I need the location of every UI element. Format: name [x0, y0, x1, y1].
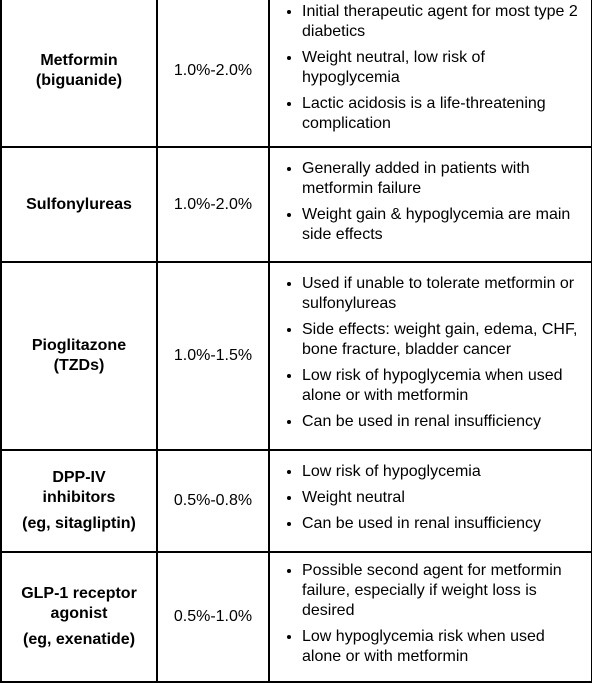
list-item: Generally added in patients with metform… [302, 159, 583, 199]
notes-list: Used if unable to tolerate metformin or … [270, 274, 591, 432]
notes-list: Initial therapeutic agent for most type … [270, 2, 591, 134]
drug-name-line: Sulfonylureas [26, 195, 132, 213]
notes-cell: Possible second agent for metformin fail… [268, 551, 592, 683]
drug-name-line: (biguanide) [35, 72, 123, 89]
list-item: Initial therapeutic agent for most type … [302, 2, 583, 42]
table-row: DPP-IV inhibitors (eg, sitagliptin) 0.5%-0.… [0, 449, 592, 553]
notes-cell: Initial therapeutic agent for most type … [268, 0, 592, 148]
list-item: Low hypoglycemia risk when used alone or… [302, 627, 583, 667]
list-item: Low risk of hypoglycemia when used alone… [302, 366, 583, 406]
a1c-reduction-cell: 1.0%-2.0% [156, 0, 270, 148]
drug-name-cell: DPP-IV inhibitors (eg, sitagliptin) [0, 449, 158, 553]
notes-cell: Generally added in patients with metform… [268, 146, 592, 263]
drug-name-cell: Sulfonylureas [0, 146, 158, 263]
drug-name-line: (TZDs) [53, 357, 105, 374]
list-item: Low risk of hypoglycemia [302, 462, 583, 482]
drug-name-line: DPP-IV [52, 469, 106, 486]
drug-name-cell: Metformin (biguanide) [0, 0, 158, 148]
list-item: Used if unable to tolerate metformin or … [302, 274, 583, 314]
a1c-reduction-cell: 1.0%-2.0% [156, 146, 270, 263]
drug-name-line: inhibitors [42, 489, 116, 506]
table-row: Pioglitazone (TZDs) 1.0%-1.5% Used if unabl… [0, 261, 592, 451]
notes-list: Possible second agent for metformin fail… [270, 561, 591, 667]
drug-example: (eg, sitagliptin) [22, 515, 136, 532]
notes-cell: Used if unable to tolerate metformin or … [268, 261, 592, 451]
drug-name-line: Pioglitazone [31, 337, 127, 354]
list-item: Can be used in renal insufficiency [302, 514, 583, 534]
drug-name-line: GLP-1 receptor [21, 585, 137, 602]
table-row: Sulfonylureas 1.0%-2.0% Generally added in… [0, 146, 592, 263]
list-item: Weight neutral, low risk of hypoglycemia [302, 48, 583, 88]
table-row: GLP-1 receptor agonist (eg, exenatide) 0.5%… [0, 551, 592, 683]
notes-list: Generally added in patients with metform… [270, 159, 591, 245]
a1c-reduction-cell: 0.5%-0.8% [156, 449, 270, 553]
list-item: Can be used in renal insufficiency [302, 412, 583, 432]
drug-example: (eg, exenatide) [22, 631, 136, 648]
drug-name-cell: Pioglitazone (TZDs) [0, 261, 158, 451]
notes-list: Low risk of hypoglycemia Weight neutral Ca… [270, 462, 591, 534]
list-item: Lactic acidosis is a life-threatening co… [302, 94, 583, 134]
list-item: Possible second agent for metformin fail… [302, 561, 583, 621]
a1c-reduction-cell: 0.5%-1.0% [156, 551, 270, 683]
drug-name-line: agonist [50, 605, 108, 622]
drug-name-cell: GLP-1 receptor agonist (eg, exenatide) [0, 551, 158, 683]
table-row: Metformin (biguanide) 1.0%-2.0% Initial the… [0, 0, 592, 148]
list-item: Weight gain & hypoglycemia are main side… [302, 205, 583, 245]
list-item: Weight neutral [302, 488, 583, 508]
notes-cell: Low risk of hypoglycemia Weight neutral Ca… [268, 449, 592, 553]
a1c-reduction-cell: 1.0%-1.5% [156, 261, 270, 451]
drug-name-line: Metformin [40, 52, 118, 69]
list-item: Side effects: weight gain, edema, CHF, b… [302, 320, 583, 360]
